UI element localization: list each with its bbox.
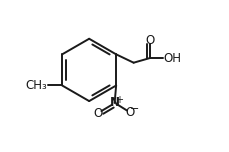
Text: +: + [114,95,122,105]
Text: O: O [93,107,102,120]
Text: O: O [125,106,134,119]
Text: OH: OH [163,52,180,65]
Text: O: O [144,34,153,47]
Text: N: N [109,97,119,109]
Text: CH₃: CH₃ [25,79,47,92]
Text: −: − [129,104,138,114]
